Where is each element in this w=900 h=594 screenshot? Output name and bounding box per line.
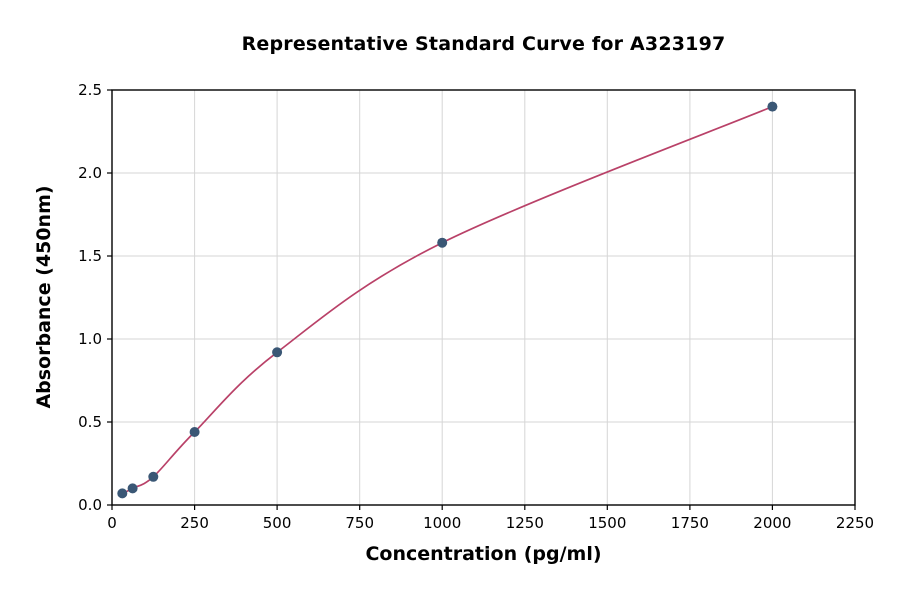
x-tick-label: 0 [107, 514, 117, 532]
data-point-marker [272, 347, 283, 358]
x-axis-label: Concentration (pg/ml) [365, 543, 602, 565]
x-tick-label: 1750 [671, 514, 709, 532]
y-tick-label: 2.0 [78, 164, 102, 182]
x-tick-label: 750 [345, 514, 374, 532]
data-point-marker [437, 237, 448, 248]
x-tick-label: 1000 [423, 514, 461, 532]
x-tick-label: 1500 [588, 514, 626, 532]
y-tick-label: 1.0 [78, 330, 102, 348]
data-point-marker [148, 471, 159, 482]
x-tick-label: 1250 [506, 514, 544, 532]
data-point-marker [127, 483, 138, 494]
chart-title: Representative Standard Curve for A32319… [241, 33, 726, 55]
data-point-marker [189, 427, 200, 437]
x-tick-label: 2000 [753, 514, 791, 532]
y-tick-label: 0.0 [78, 496, 102, 514]
y-tick-label: 2.5 [78, 81, 102, 99]
x-tick-label: 250 [180, 514, 209, 532]
data-point-marker [117, 488, 128, 499]
x-tick-label: 500 [263, 514, 292, 532]
y-tick-label: 1.5 [78, 247, 102, 265]
x-tick-label: 2250 [836, 514, 874, 532]
standard-curve-line [121, 105, 773, 495]
data-point-marker [767, 101, 778, 112]
y-tick-label: 0.5 [78, 413, 102, 431]
plot-border [111, 89, 856, 506]
